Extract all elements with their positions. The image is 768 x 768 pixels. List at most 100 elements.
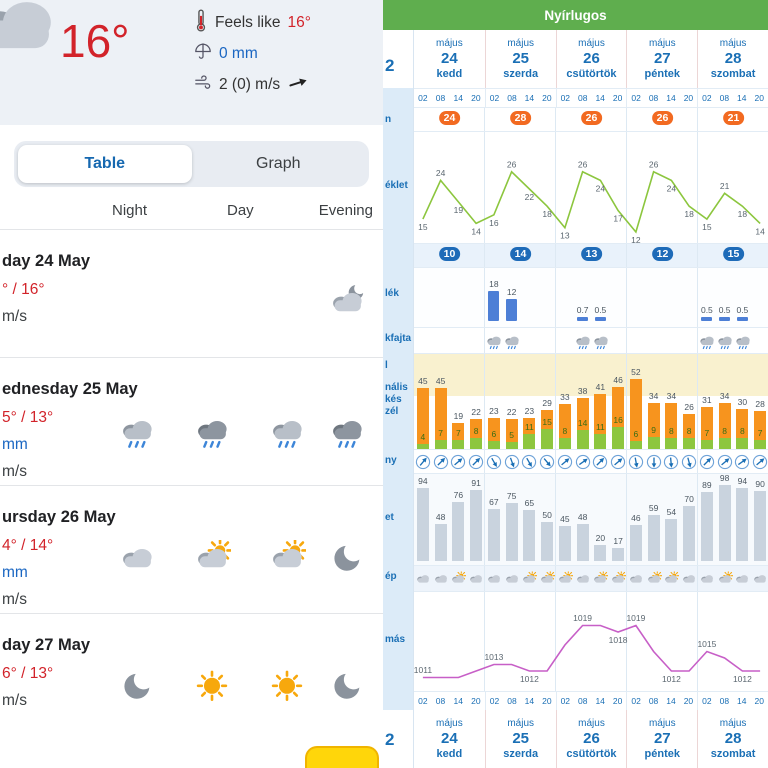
date-column-header[interactable]: május 27 péntek [626, 30, 697, 88]
sun-cloud-icon [716, 571, 734, 586]
svg-text:17: 17 [613, 214, 623, 224]
day-wind: m/s [2, 691, 27, 709]
wind-direction-icon [663, 454, 681, 470]
time-label: 14 [737, 696, 747, 706]
wind-direction-icon [521, 454, 539, 470]
value-label: 34 [666, 391, 677, 402]
precipitation-type-row [414, 327, 768, 353]
time-label: 02 [489, 696, 500, 706]
value-label: 65 [524, 498, 535, 509]
row-label-fragment: lék [385, 288, 399, 299]
value-label: 33 [560, 392, 570, 403]
wind-average-bar [700, 439, 713, 449]
tab-table[interactable]: Table [18, 145, 192, 183]
date-column-header[interactable]: május 28 szombat [697, 30, 768, 88]
time-cell: 02 08 14 20 [697, 692, 768, 710]
umbrella-icon [194, 42, 212, 66]
value-label: 19 [453, 411, 464, 422]
rain-dark-icon [327, 412, 367, 449]
sun-cloud-icon [450, 571, 468, 586]
time-label: 08 [435, 93, 446, 103]
tab-graph[interactable]: Graph [256, 155, 301, 172]
value-label: 75 [506, 490, 517, 501]
day-name: szerda [503, 748, 539, 760]
wind-direction-icon [751, 454, 768, 470]
value-label: 54 [666, 506, 677, 517]
wind-average-bar [736, 438, 749, 449]
moon-cloud-icon [327, 284, 367, 321]
svg-text:21: 21 [720, 181, 730, 191]
svg-text:24: 24 [596, 183, 606, 193]
line-chart-svg: 1011 1013 1012 1019 1018 1019 1012 1015 1012 [414, 613, 761, 684]
rain-icon [485, 332, 503, 349]
wind-direction-row [414, 449, 768, 473]
date-column-header[interactable]: május 26 csütörtök [555, 30, 627, 88]
cloud-cover-row [414, 565, 768, 591]
row-label-fragment: n [385, 114, 392, 125]
value-label: 52 [631, 366, 641, 377]
date-column-header[interactable]: május 26 csütörtök [555, 710, 627, 768]
svg-text:26: 26 [507, 159, 517, 169]
wind-direction-icon [698, 454, 716, 470]
value-label: 94 [418, 475, 428, 486]
daily-max-badge: 28 [509, 111, 532, 125]
date-column-header[interactable]: május 24 kedd [414, 30, 485, 88]
date-column-header[interactable]: május 25 szerda [484, 30, 556, 88]
sun-cloud-icon [538, 571, 556, 586]
time-label: 14 [524, 696, 535, 706]
wind-average-bar [612, 427, 625, 449]
month-label: május [436, 718, 463, 729]
date-column-header[interactable]: május 28 szombat [697, 710, 768, 768]
forecast-day-row[interactable]: ednesday 25 May 5° / 13° mm m/s [0, 357, 383, 485]
wind-direction-arrow-icon [287, 75, 309, 96]
value-label: 18 [489, 279, 499, 290]
value-label: 7 [438, 427, 443, 438]
value-label: 9 [651, 424, 656, 435]
day-name: péntek [644, 748, 681, 760]
date-column-header[interactable]: május 24 kedd [414, 710, 485, 768]
time-cell: 02 08 14 20 [626, 692, 697, 710]
value-label: 8 [686, 426, 692, 437]
day-name: kedd [436, 68, 463, 80]
row-label-fragment: zél [385, 406, 399, 417]
column-header-day: Day [227, 202, 254, 219]
daily-max-badge: 26 [651, 111, 674, 125]
humidity-bar [576, 523, 589, 561]
day-title: day 27 May [2, 636, 91, 654]
humidity-bar [470, 490, 483, 561]
time-label: 08 [719, 696, 730, 706]
forecast-day-row[interactable]: day 27 May 6° / 13° m/s [0, 613, 383, 741]
wind-average-bar [505, 442, 518, 449]
banner-button[interactable] [305, 746, 379, 768]
day-wind: m/s [2, 462, 27, 480]
sun-icon [192, 668, 232, 705]
wind-direction-icon [609, 454, 627, 470]
date-column-header[interactable]: május 25 szerda [484, 710, 556, 768]
humidity-bar [541, 522, 554, 561]
wind-direction-icon [467, 454, 485, 470]
value-label: 46 [631, 513, 641, 524]
svg-text:12: 12 [631, 235, 641, 244]
day-number: 26 [583, 50, 600, 67]
time-label: 14 [453, 696, 463, 706]
humidity-bar [594, 545, 607, 561]
wind-gust-bar [665, 403, 678, 449]
value-label: 46 [613, 374, 623, 385]
precipitation-chart: 18 12 0.7 0.5 0.5 0.5 0.5 [414, 267, 768, 327]
month-label: május [648, 38, 676, 49]
location-header: Nyírlugos [383, 0, 768, 30]
forecast-day-row[interactable]: ursday 26 May 4° / 14° mm m/s [0, 485, 383, 613]
time-label: 08 [435, 696, 446, 706]
wind-row: 2 (0) m/s [194, 74, 311, 96]
svg-text:1018: 1018 [609, 635, 628, 645]
forecast-day-row[interactable]: day 24 May ° / 16° m/s [0, 229, 383, 357]
precipitation-value: 0 mm [219, 45, 258, 62]
humidity-bar [487, 508, 500, 561]
time-label: 08 [648, 93, 659, 103]
date-column-header[interactable]: május 27 péntek [626, 710, 697, 768]
day-number: 25 [512, 50, 530, 67]
wind-gust-bar [505, 419, 518, 449]
cloud-icon [503, 571, 521, 586]
time-header-bottom: 02 08 14 20 02 08 14 20 02 08 14 20 02 08 14 20 02 08 14 20 [414, 691, 768, 710]
svg-text:18: 18 [738, 209, 748, 219]
